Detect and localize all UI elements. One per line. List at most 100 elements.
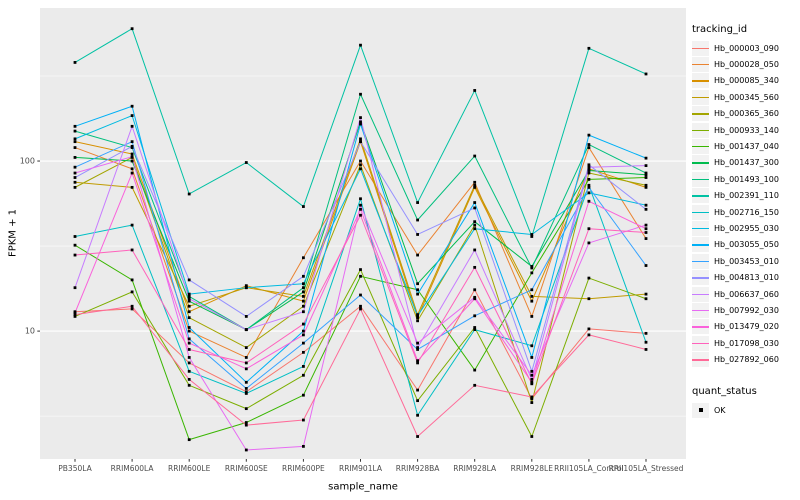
data-point [244, 286, 248, 290]
data-point [416, 292, 419, 296]
data-point [416, 348, 419, 351]
data-point [530, 378, 534, 381]
data-point [416, 388, 419, 392]
data-point [73, 311, 77, 315]
data-point [587, 165, 591, 169]
legend-item-label: Hb_001493_100 [714, 174, 779, 184]
data-point [530, 265, 534, 268]
x-tick-label: RRIM600LA [111, 464, 155, 473]
legend-item-label: Hb_000028_050 [714, 60, 779, 70]
data-point [130, 159, 134, 163]
data-point [130, 304, 134, 308]
data-point [130, 290, 134, 294]
legend-item-ok: OK [692, 402, 798, 418]
data-point [416, 399, 419, 403]
data-point [644, 292, 648, 296]
data-point [244, 284, 248, 288]
data-point [187, 310, 191, 314]
legend-item-Hb_002716_150: Hb_002716_150 [692, 204, 798, 220]
data-point [130, 114, 134, 117]
data-point [73, 176, 77, 179]
data-point [587, 169, 591, 172]
x-tick-label: RRIM600SE [225, 464, 268, 473]
legend-key-line-icon [692, 171, 709, 187]
data-point [473, 248, 477, 252]
data-point [473, 201, 477, 204]
legend-key-line-icon [692, 286, 709, 302]
data-point [359, 307, 362, 311]
data-point [187, 292, 191, 296]
data-point [587, 143, 591, 146]
data-point [244, 356, 248, 359]
data-point [530, 299, 534, 303]
legend-key-line-icon [692, 270, 709, 286]
data-point [587, 183, 591, 187]
data-point [73, 185, 77, 189]
data-point [302, 329, 305, 333]
data-point [73, 156, 77, 159]
data-point [130, 248, 134, 252]
data-point [473, 328, 477, 332]
data-point [244, 346, 248, 349]
legend-key-line-icon [692, 122, 709, 138]
data-point [73, 286, 77, 290]
data-point [416, 435, 419, 438]
data-point [587, 177, 591, 181]
data-point [359, 122, 362, 126]
data-point [587, 327, 591, 331]
legend-item-Hb_000365_360: Hb_000365_360 [692, 106, 798, 122]
data-point [473, 383, 477, 387]
data-point [644, 72, 648, 76]
legend-item-label: Hb_003453_010 [714, 256, 779, 266]
data-point [73, 165, 77, 169]
data-point [73, 171, 77, 175]
data-point [187, 297, 191, 301]
legend-item-label: Hb_004813_010 [714, 273, 779, 283]
data-point [302, 365, 305, 368]
data-point [302, 322, 305, 326]
data-point [473, 227, 477, 231]
data-point [416, 316, 419, 320]
legend-item-label: Hb_001437_040 [714, 142, 779, 152]
x-tick-label: RRIM600LE [168, 464, 211, 473]
legend-key-line-icon [692, 302, 709, 318]
y-axis-title: FPKM + 1 [7, 208, 19, 258]
legend-key-line-icon [692, 352, 709, 368]
x-axis-title: sample_name [328, 481, 398, 493]
data-point [473, 185, 477, 189]
x-tick-label: RRIM928BA [396, 464, 441, 473]
data-point [244, 315, 248, 318]
legend-item-Hb_013479_020: Hb_013479_020 [692, 319, 798, 335]
data-point [473, 295, 477, 299]
legend-key-line-icon [692, 155, 709, 171]
legend-title-quant-status: quant_status [692, 385, 757, 397]
legend-item-label: Hb_002716_150 [714, 207, 779, 217]
data-point [644, 173, 648, 177]
data-point [187, 369, 191, 373]
data-point [244, 328, 248, 332]
data-point [130, 124, 134, 128]
data-point [130, 278, 134, 282]
data-point [473, 297, 477, 301]
y-tick-label: 10 [25, 327, 35, 336]
legend-item-label: Hb_000345_560 [714, 92, 779, 102]
data-point [244, 367, 248, 371]
data-point [587, 46, 591, 50]
legend-key-line-icon [692, 188, 709, 204]
x-tick-label: RRIM901LA [339, 464, 383, 473]
data-point [473, 154, 477, 158]
data-point [359, 116, 362, 120]
data-point [187, 192, 191, 196]
data-point [359, 213, 362, 217]
legend-item-Hb_000933_140: Hb_000933_140 [692, 122, 798, 138]
legend-item-Hb_001493_100: Hb_001493_100 [692, 171, 798, 187]
data-point [644, 185, 648, 189]
x-tick-label: RRIM600PE [282, 464, 325, 473]
legend-key-line-icon [692, 253, 709, 269]
data-point [302, 418, 305, 422]
data-point [130, 185, 134, 189]
data-point [473, 368, 477, 372]
data-point [530, 266, 534, 270]
data-point [302, 299, 305, 303]
